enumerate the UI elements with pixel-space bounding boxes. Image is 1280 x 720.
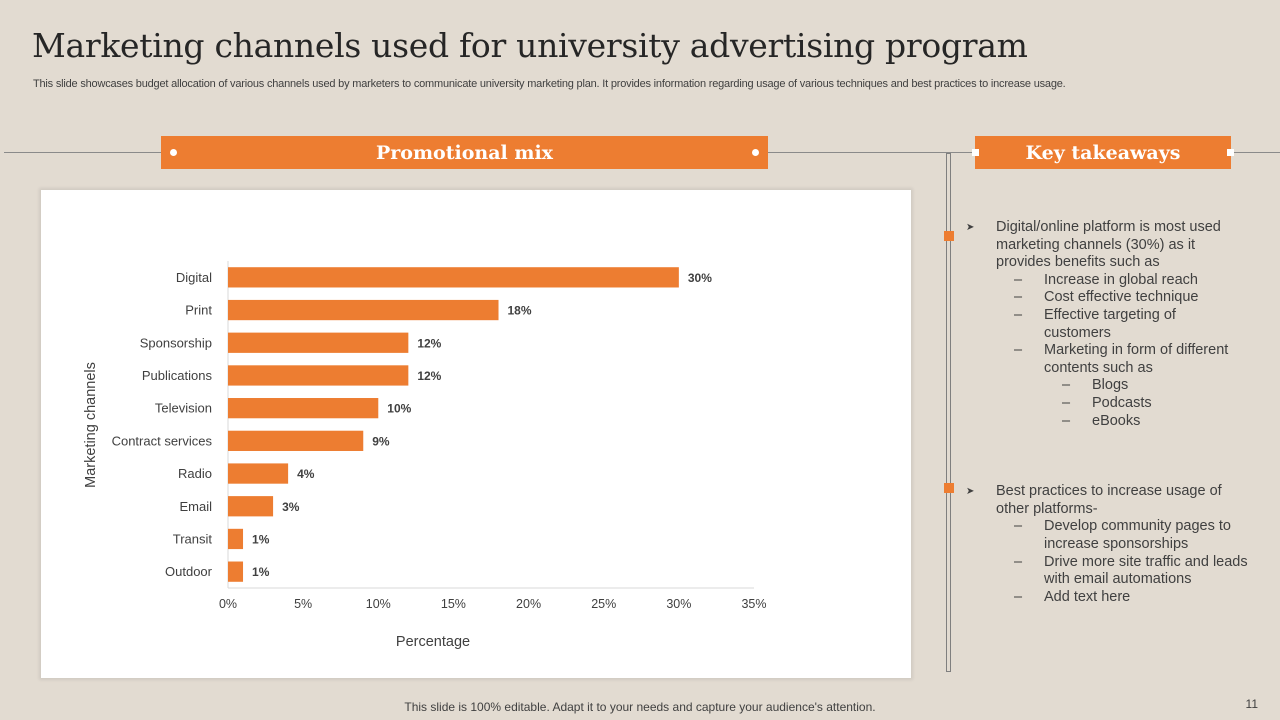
- data-label: 12%: [417, 369, 441, 383]
- data-label: 18%: [508, 304, 532, 318]
- promotional-mix-label: Promotional mix: [375, 141, 554, 164]
- data-label: 1%: [252, 565, 270, 579]
- chevron-right-icon: ➤: [966, 486, 975, 498]
- takeaway-item: – Develop community pages to: [1014, 518, 1231, 535]
- category-label: Television: [155, 401, 212, 416]
- takeaway-subitem: – Blogs: [1062, 377, 1129, 394]
- x-tick-label: 20%: [516, 597, 541, 611]
- x-tick-label: 0%: [219, 597, 237, 611]
- takeaway-item: – Marketing in form of different: [1014, 342, 1229, 359]
- divider-line-middle: [768, 152, 975, 153]
- takeaway-block-best-practices: ➤ Best practices to increase usage of ot…: [966, 483, 1266, 606]
- category-label: Radio: [178, 466, 212, 481]
- takeaway-item: – Increase in global reach: [1014, 271, 1198, 288]
- data-label: 30%: [688, 271, 712, 285]
- category-label: Publications: [142, 368, 213, 383]
- dash-icon: –: [1014, 342, 1023, 359]
- bar-chart: Digital 30% Print 18% Sponsorship 12% Publicat…: [83, 261, 767, 650]
- category-label: Outdoor: [165, 564, 213, 579]
- takeaway-block-digital: ➤ Digital/online platform is most used m…: [966, 219, 1266, 430]
- y-axis-title: Marketing channels: [83, 362, 99, 488]
- bar: [228, 463, 289, 484]
- bar: [228, 496, 274, 517]
- x-axis-title: Percentage: [396, 634, 470, 650]
- bar: [228, 267, 679, 288]
- key-takeaways-list: ➤ Digital/online platform is most used m…: [966, 219, 1266, 606]
- slide-footer: This slide is 100% editable. Adapt it to…: [404, 700, 876, 714]
- dash-icon: –: [1014, 271, 1023, 288]
- takeaway-item: increase sponsorships: [1044, 535, 1189, 552]
- divider-line-right: [1231, 152, 1280, 153]
- dash-icon: –: [1014, 289, 1023, 306]
- takeaway-lead: ➤ Digital/online platform is most used: [966, 219, 1221, 235]
- takeaway-item: – Cost effective technique: [1014, 289, 1199, 306]
- data-label: 10%: [387, 402, 411, 416]
- divider-line-left: [4, 152, 162, 153]
- category-label: Sponsorship: [140, 335, 212, 350]
- key-takeaways-label: Key takeaways: [1025, 141, 1181, 164]
- dash-icon: –: [1014, 306, 1023, 323]
- takeaway-item: contents such as: [1044, 359, 1153, 376]
- x-tick-label: 10%: [366, 597, 391, 611]
- takeaway-lead: marketing channels (30%) as it: [996, 236, 1196, 253]
- data-label: 4%: [297, 467, 315, 481]
- takeaway-item: – Drive more site traffic and leads: [1014, 553, 1248, 570]
- category-label: Contract services: [112, 433, 213, 448]
- dash-icon: –: [1062, 394, 1071, 411]
- slide-title: Marketing channels used for university a…: [32, 26, 1028, 65]
- takeaway-item: – Effective targeting of: [1014, 306, 1176, 323]
- timeline-rail: [946, 153, 951, 672]
- dash-icon: –: [1014, 553, 1023, 570]
- promotional-mix-banner: Promotional mix: [161, 136, 768, 169]
- bar: [228, 528, 244, 550]
- page-number: 11: [1245, 697, 1258, 711]
- data-label: 9%: [372, 434, 390, 448]
- dash-icon: –: [1062, 377, 1071, 394]
- bar: [228, 365, 409, 386]
- slide-subtitle: This slide showcases budget allocation o…: [33, 78, 1066, 90]
- category-label: Digital: [176, 270, 212, 285]
- banner-dot-icon: [170, 149, 177, 156]
- bar: [228, 299, 499, 321]
- timeline-marker-2: [944, 483, 954, 493]
- category-label: Email: [179, 499, 212, 514]
- banner-dot-icon: [752, 149, 759, 156]
- chevron-right-icon: ➤: [966, 222, 975, 233]
- takeaway-item: customers: [1044, 324, 1111, 341]
- category-label: Transit: [173, 531, 213, 546]
- timeline-marker-1: [944, 231, 954, 241]
- bar: [228, 398, 379, 419]
- takeaway-subitem: – Podcasts: [1062, 394, 1152, 411]
- banner-square-icon: [1227, 149, 1234, 156]
- category-label: Print: [185, 303, 212, 318]
- data-label: 1%: [252, 532, 270, 546]
- x-tick-label: 5%: [294, 597, 312, 611]
- data-label: 12%: [417, 336, 441, 350]
- dash-icon: –: [1014, 518, 1023, 535]
- x-tick-label: 35%: [741, 597, 766, 611]
- dash-icon: –: [1014, 588, 1023, 605]
- bar: [228, 561, 244, 582]
- takeaway-subitem: – eBooks: [1062, 412, 1141, 429]
- takeaway-item: – Add text here: [1014, 588, 1131, 605]
- takeaway-lead: other platforms-: [996, 500, 1098, 517]
- bar: [228, 332, 409, 353]
- banner-square-icon: [972, 149, 979, 156]
- data-label: 3%: [282, 500, 300, 514]
- dash-icon: –: [1062, 412, 1071, 429]
- key-takeaways-banner: Key takeaways: [972, 136, 1234, 169]
- takeaway-lead: provides benefits such as: [996, 254, 1160, 271]
- takeaway-lead: ➤ Best practices to increase usage of: [966, 483, 1222, 500]
- x-tick-label: 25%: [591, 597, 616, 611]
- bar: [228, 430, 364, 451]
- chart-panel: Digital 30% Print 18% Sponsorship 12% Publicat…: [41, 190, 911, 678]
- x-tick-label: 15%: [441, 597, 466, 611]
- x-tick-label: 30%: [666, 597, 691, 611]
- takeaway-item: with email automations: [1044, 571, 1192, 588]
